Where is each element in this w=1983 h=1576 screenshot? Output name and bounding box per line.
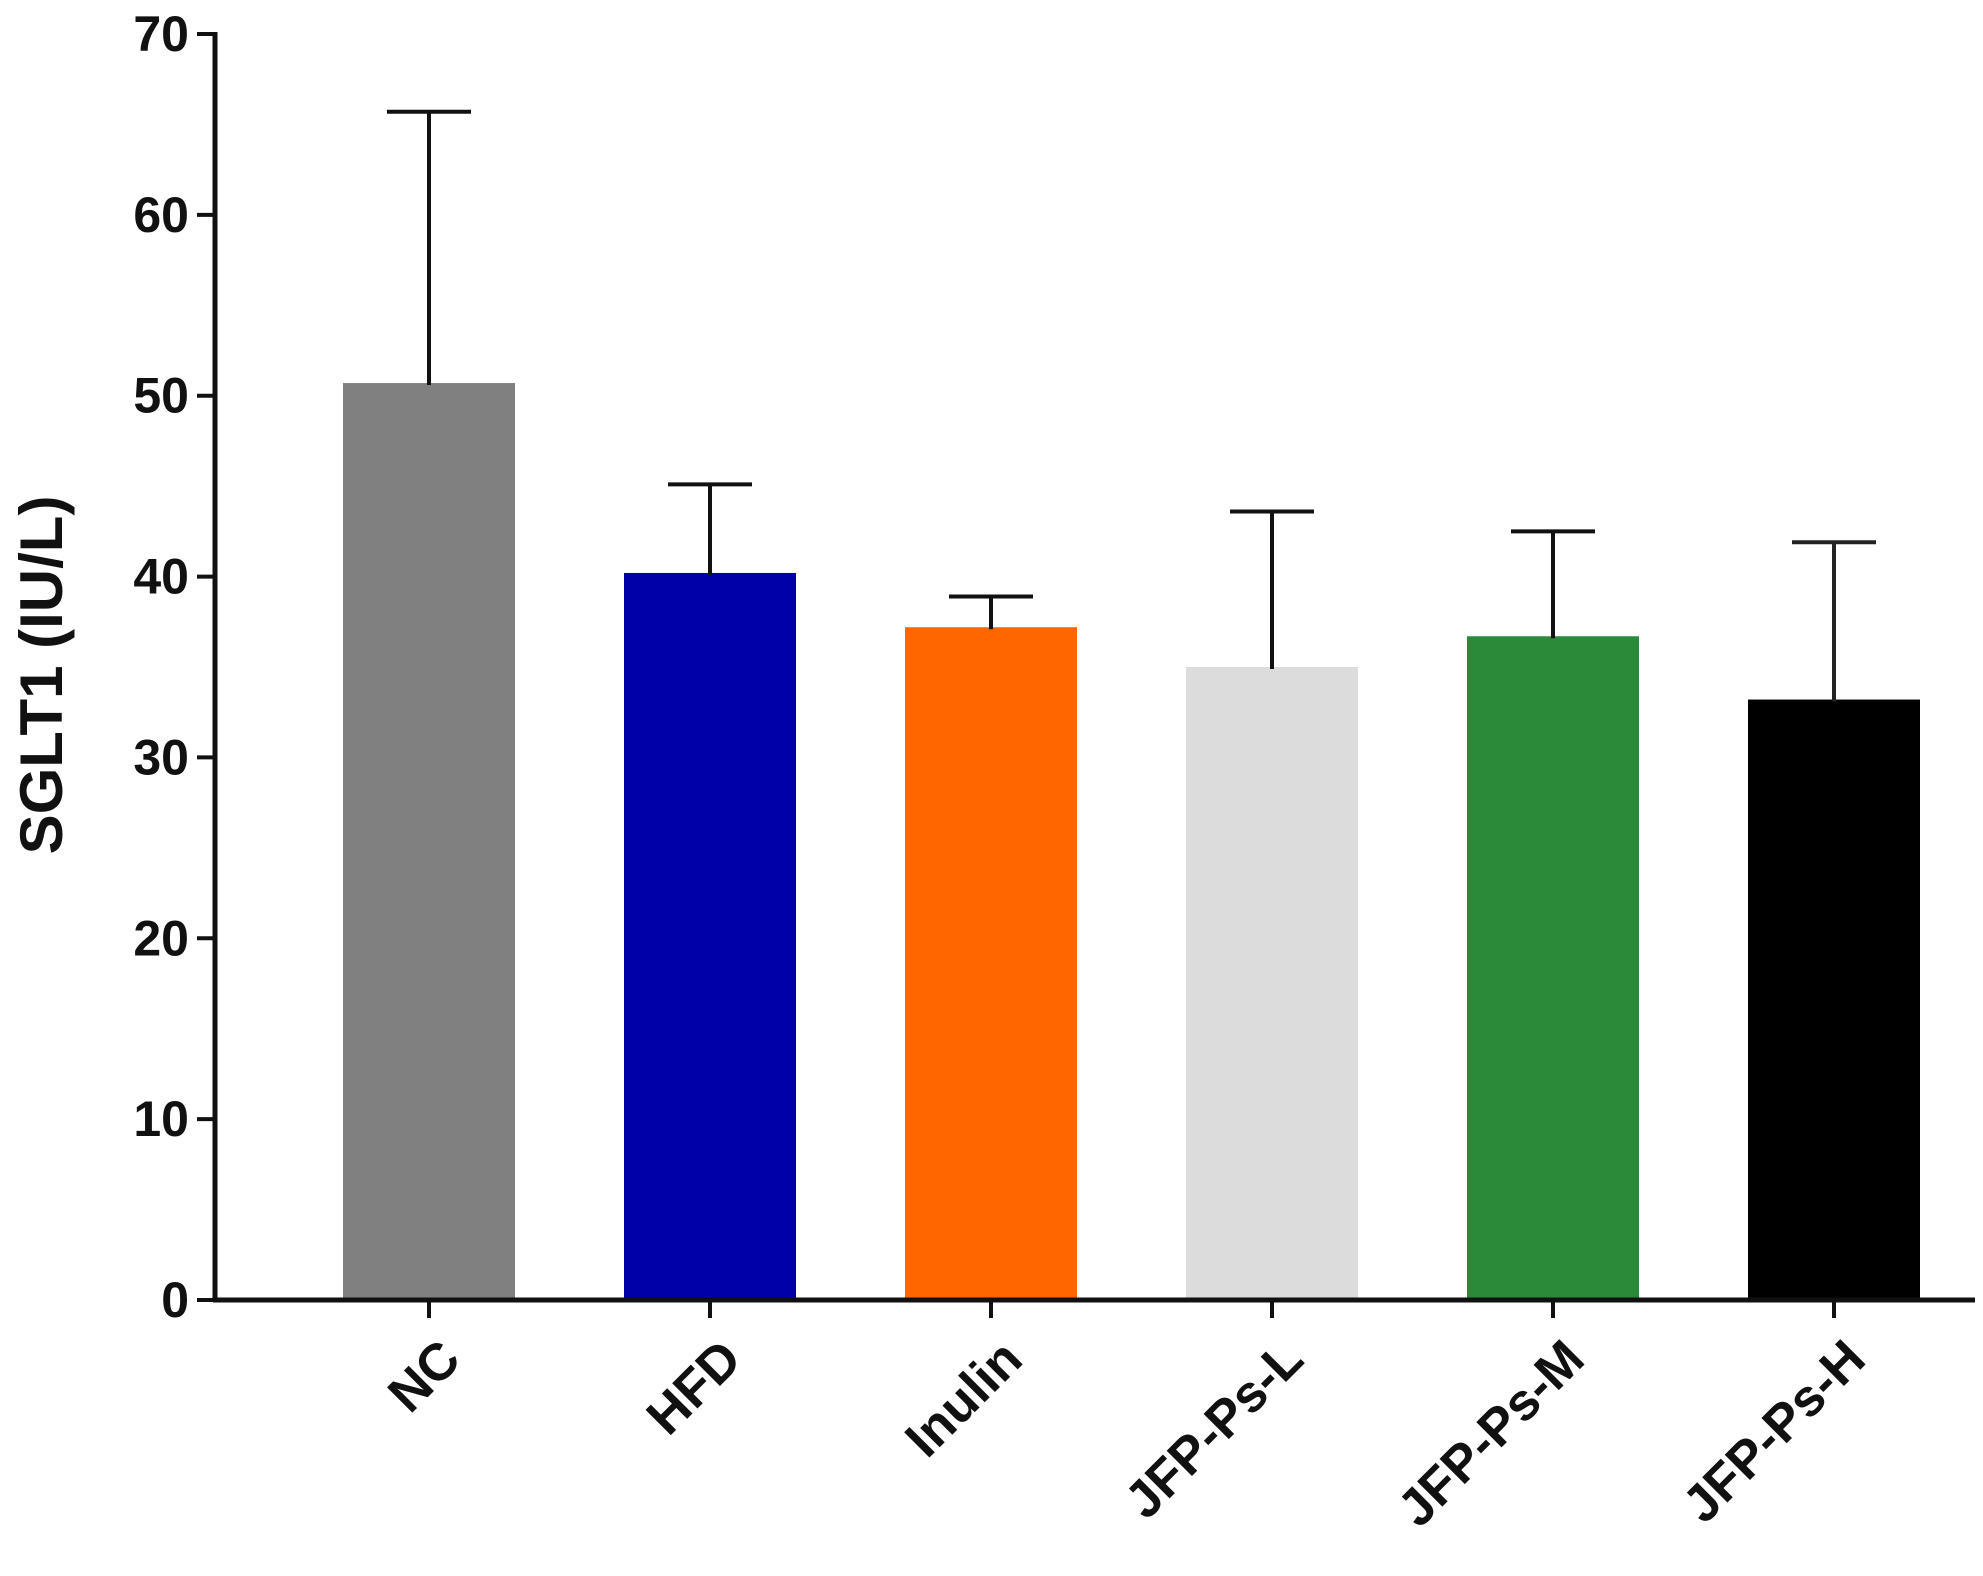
bar-nc [343,383,515,1300]
bars [343,383,1920,1300]
x-tick-label: JFP-Ps-H [1672,1329,1876,1533]
error-bars [387,109,1876,702]
x-tick-label: JFP-Ps-L [1114,1329,1314,1529]
y-tick-label: 50 [133,368,189,424]
y-tick-label: 0 [161,1272,189,1328]
bar-hfd [624,572,796,1300]
y-tick-label: 60 [133,187,189,243]
x-tick-label: NC [377,1329,471,1423]
y-tick-label: 10 [133,1091,189,1147]
bar-inulin [905,627,1077,1300]
x-tick-label: HFD [636,1329,753,1446]
y-tick-label: 20 [133,910,189,966]
x-tick-label: JFP-Ps-M [1387,1329,1596,1538]
y-axis-title: SGLT1 (IU/L) [8,496,75,855]
y-tick-label: 30 [133,729,189,785]
y-tick-label: 40 [133,549,189,605]
bar-jfp-ps-h [1748,699,1920,1300]
bar-jfp-ps-l [1186,667,1358,1300]
bar-jfp-ps-m [1467,636,1639,1300]
axes [197,32,1975,1318]
y-tick-label: 70 [133,6,189,62]
x-tick-label: Inulin [894,1329,1033,1468]
